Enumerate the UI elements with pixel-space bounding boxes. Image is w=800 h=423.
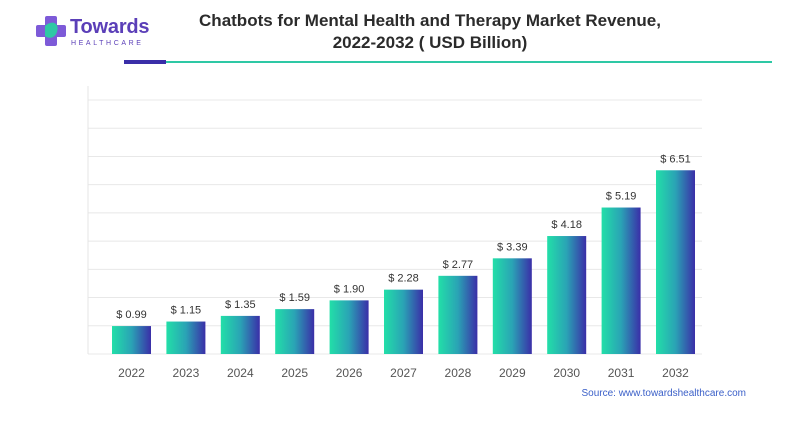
x-tick-2025: 2025 (281, 366, 308, 380)
value-label-2026: $ 1.90 (334, 283, 365, 295)
x-tick-2031: 2031 (608, 366, 635, 380)
bar-2028 (438, 275, 478, 354)
x-tick-2027: 2027 (390, 366, 417, 380)
source-note: Source: www.towardshealthcare.com (581, 388, 746, 399)
x-tick-2030: 2030 (553, 366, 580, 380)
value-labels: $ 0.99 $ 1.15 $ 1.35 $ 1.59 $ 1.90 $ 2.28 $ 2.… (116, 153, 691, 321)
chart-title: Chatbots for Mental Health and Therapy M… (170, 10, 690, 54)
bar-2032 (656, 170, 695, 354)
bar-2024 (220, 315, 260, 354)
value-label-2030: $ 4.18 (551, 219, 582, 231)
brand-name: Towards (70, 16, 150, 38)
value-label-2032: $ 6.51 (660, 153, 691, 165)
bar-2022 (112, 326, 151, 354)
x-tick-2023: 2023 (173, 366, 200, 380)
header-accent-rule (124, 60, 166, 64)
value-label-2025: $ 1.59 (279, 292, 310, 304)
x-tick-2024: 2024 (227, 366, 254, 380)
logo: Towards HEALTHCARE (34, 14, 184, 54)
value-label-2028: $ 2.77 (443, 259, 474, 271)
bar-2030 (547, 236, 587, 354)
value-label-2024: $ 1.35 (225, 299, 256, 311)
bar-2026 (329, 300, 369, 354)
header-rule (166, 61, 772, 63)
value-label-2023: $ 1.15 (171, 305, 202, 317)
x-tick-2029: 2029 (499, 366, 526, 380)
x-tick-labels: 2022 2023 2024 2025 2026 2027 2028 2029 2030 2031… (118, 366, 689, 380)
x-tick-2022: 2022 (118, 366, 145, 380)
value-label-2029: $ 3.39 (497, 241, 528, 253)
brand-subtitle: HEALTHCARE (71, 40, 144, 47)
bar-2027 (384, 289, 423, 354)
bar-2029 (492, 258, 532, 354)
bar-2023 (166, 321, 206, 354)
chart-title-line2: 2022-2032 ( USD Billion) (332, 33, 528, 52)
bar-2025 (275, 309, 315, 354)
bar-2031 (601, 207, 641, 354)
chart-title-line1: Chatbots for Mental Health and Therapy M… (199, 11, 661, 30)
x-tick-2028: 2028 (445, 366, 472, 380)
x-tick-2032: 2032 (662, 366, 689, 380)
cross-logo-icon (36, 16, 66, 46)
value-label-2022: $ 0.99 (116, 309, 147, 321)
x-tick-2026: 2026 (336, 366, 363, 380)
value-label-2027: $ 2.28 (388, 273, 419, 285)
bars (112, 170, 695, 354)
value-label-2031: $ 5.19 (606, 191, 637, 203)
